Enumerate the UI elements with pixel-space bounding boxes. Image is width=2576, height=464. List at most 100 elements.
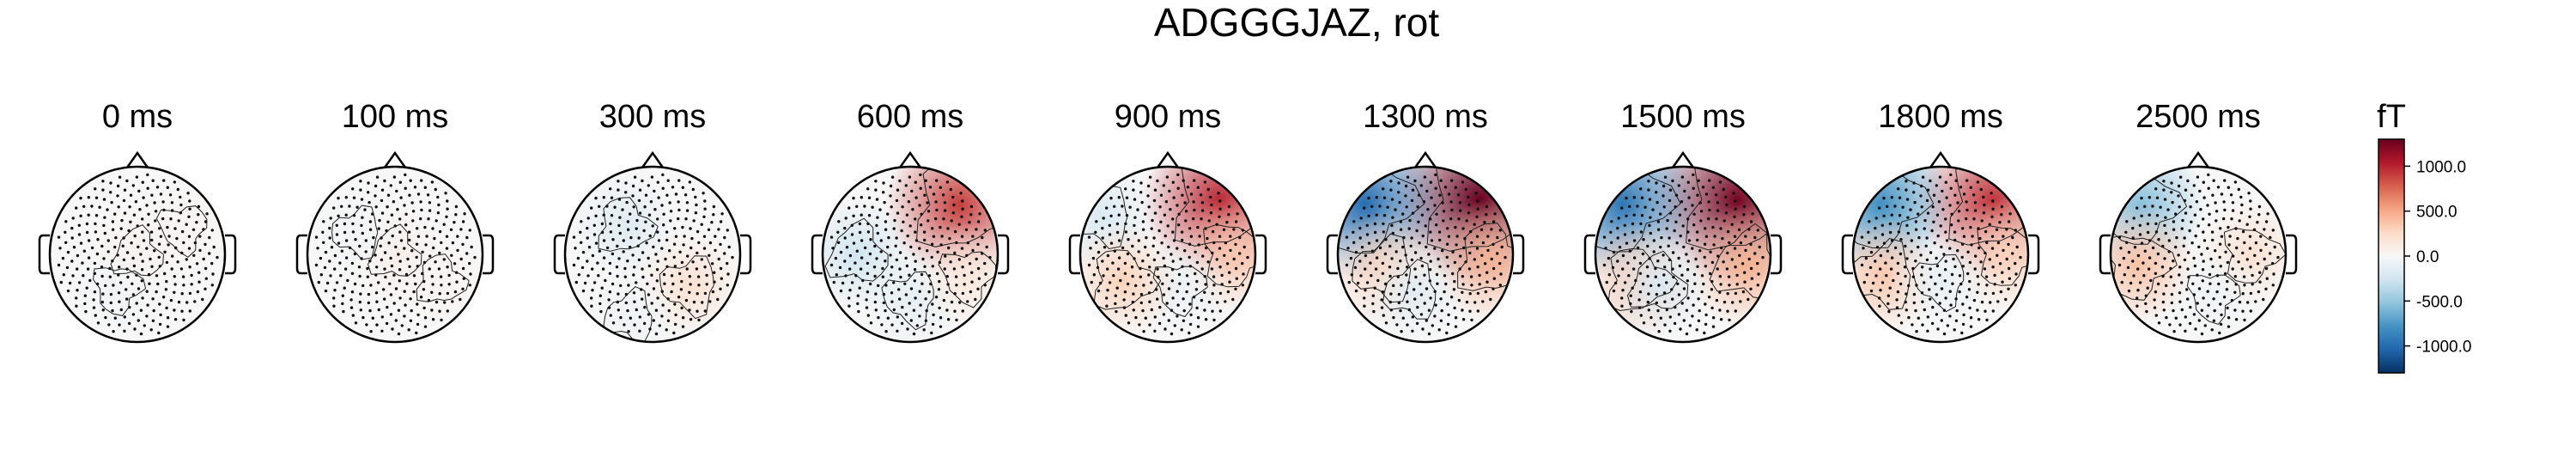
sensor-dots [2117, 173, 2280, 336]
nose-outline [1413, 150, 1437, 168]
topomap-panel: 900 ms [1068, 99, 1267, 344]
sensor-dots [829, 173, 992, 336]
field-layer [1595, 167, 1771, 340]
contour-line [1426, 167, 1513, 252]
nose-outline [125, 150, 149, 168]
colorbar-tick-label: -500.0 [2416, 293, 2463, 311]
contour-line [1457, 223, 1513, 291]
right-ear-outline [483, 234, 495, 275]
sensor-dots [1860, 173, 2022, 336]
contour-line [2223, 227, 2286, 284]
contour-line [1686, 167, 1771, 251]
left-ear-outline [1583, 234, 1595, 275]
contour-line [881, 271, 934, 331]
nose-outline [2186, 150, 2210, 168]
topomap-panels: 0 ms 100 ms 300 ms 600 ms 900 ms 1300 ms 1500 … [38, 99, 2298, 344]
panel-time-label: 1800 ms [1878, 99, 2003, 135]
right-ear-outline [2028, 234, 2040, 275]
right-ear-outline [740, 234, 752, 275]
sensor-dots [1087, 173, 1249, 336]
head-outline [1336, 165, 1515, 344]
left-ear-outline [1841, 234, 1853, 275]
contour-line [1152, 266, 1208, 318]
head-outline [1851, 165, 2030, 344]
head-outline [306, 165, 484, 344]
right-ear-outline [1513, 234, 1525, 275]
field-blob [391, 231, 483, 331]
topomap-panel: 100 ms [295, 99, 495, 344]
head-outline [1594, 165, 1772, 344]
left-ear-outline [553, 234, 565, 275]
contour-line [598, 197, 659, 252]
head-outline [563, 165, 742, 344]
colorbar-tick-label: 1000.0 [2416, 158, 2466, 176]
panel-time-label: 0 ms [102, 99, 173, 135]
field-blob [68, 239, 167, 339]
topomap-panel: 300 ms [553, 99, 752, 344]
left-ear-outline [2099, 234, 2111, 275]
colorbar-unit-label: fT [2377, 99, 2406, 135]
contour-line [1853, 237, 1911, 310]
panel-time-label: 600 ms [857, 99, 964, 135]
field-layer [1338, 167, 1513, 342]
right-ear-outline [225, 234, 237, 275]
nose-outline [641, 150, 665, 168]
sensor-dots [1602, 173, 1765, 336]
panel-time-label: 2500 ms [2136, 99, 2261, 135]
sensor-dots [57, 173, 219, 336]
sensor-dots [1345, 173, 1507, 336]
topomap-panel: 1300 ms [1326, 99, 1525, 344]
contour-line [1203, 223, 1255, 288]
contour-line [824, 217, 889, 282]
field-layer [2111, 167, 2286, 342]
nose-outline [383, 150, 407, 168]
right-ear-outline [998, 234, 1010, 275]
field-blob [580, 266, 681, 342]
topomap-panel: 0 ms [38, 99, 237, 344]
colorbar-tick-label: 500.0 [2416, 204, 2458, 222]
panel-time-label: 900 ms [1115, 99, 1222, 135]
field-blob [2163, 245, 2263, 342]
sensor-dots [314, 173, 477, 336]
right-ear-outline [1771, 234, 1783, 275]
topomap-panel: 2500 ms [2099, 99, 2298, 344]
contour-line [2111, 235, 2178, 301]
contour-line [1977, 225, 2028, 286]
colorbar-tick-label: 0.0 [2416, 248, 2439, 266]
head-outline [1078, 165, 1257, 344]
head-outline [821, 165, 999, 344]
topomap-panel: 1500 ms [1583, 99, 1783, 344]
head-outline [2109, 165, 2287, 344]
right-ear-outline [2286, 234, 2298, 275]
colorbar-gradient [2378, 138, 2405, 374]
sensor-dots [572, 173, 734, 336]
left-ear-outline [811, 234, 823, 275]
nose-outline [1156, 150, 1180, 168]
nose-outline [898, 150, 922, 168]
contour-line [1626, 250, 1689, 309]
contour-line [1382, 259, 1437, 320]
field-blob [1686, 204, 1771, 328]
nose-outline [1671, 150, 1695, 168]
contour-line [938, 251, 997, 308]
field-blob [133, 179, 225, 278]
contour-line [367, 223, 422, 277]
field-layer [1080, 167, 1255, 339]
panel-time-label: 100 ms [342, 99, 449, 135]
field-blob [1358, 238, 1465, 342]
right-ear-outline [1255, 234, 1267, 275]
contour-line [659, 255, 714, 320]
contour-line [1911, 253, 1965, 313]
left-ear-outline [1326, 234, 1338, 275]
panel-time-label: 300 ms [599, 99, 707, 135]
left-ear-outline [295, 234, 307, 275]
left-ear-outline [38, 234, 50, 275]
panel-time-label: 1300 ms [1363, 99, 1488, 135]
head-outline [48, 165, 227, 344]
contour-line [331, 205, 379, 260]
topomap-panel: 600 ms [811, 99, 1010, 344]
topomap-panel: 1800 ms [1841, 99, 2040, 344]
colorbar: fT 1000.0 500.0 0.0 -500.0 -1000.0 [2377, 99, 2471, 374]
nose-outline [1929, 150, 1953, 168]
